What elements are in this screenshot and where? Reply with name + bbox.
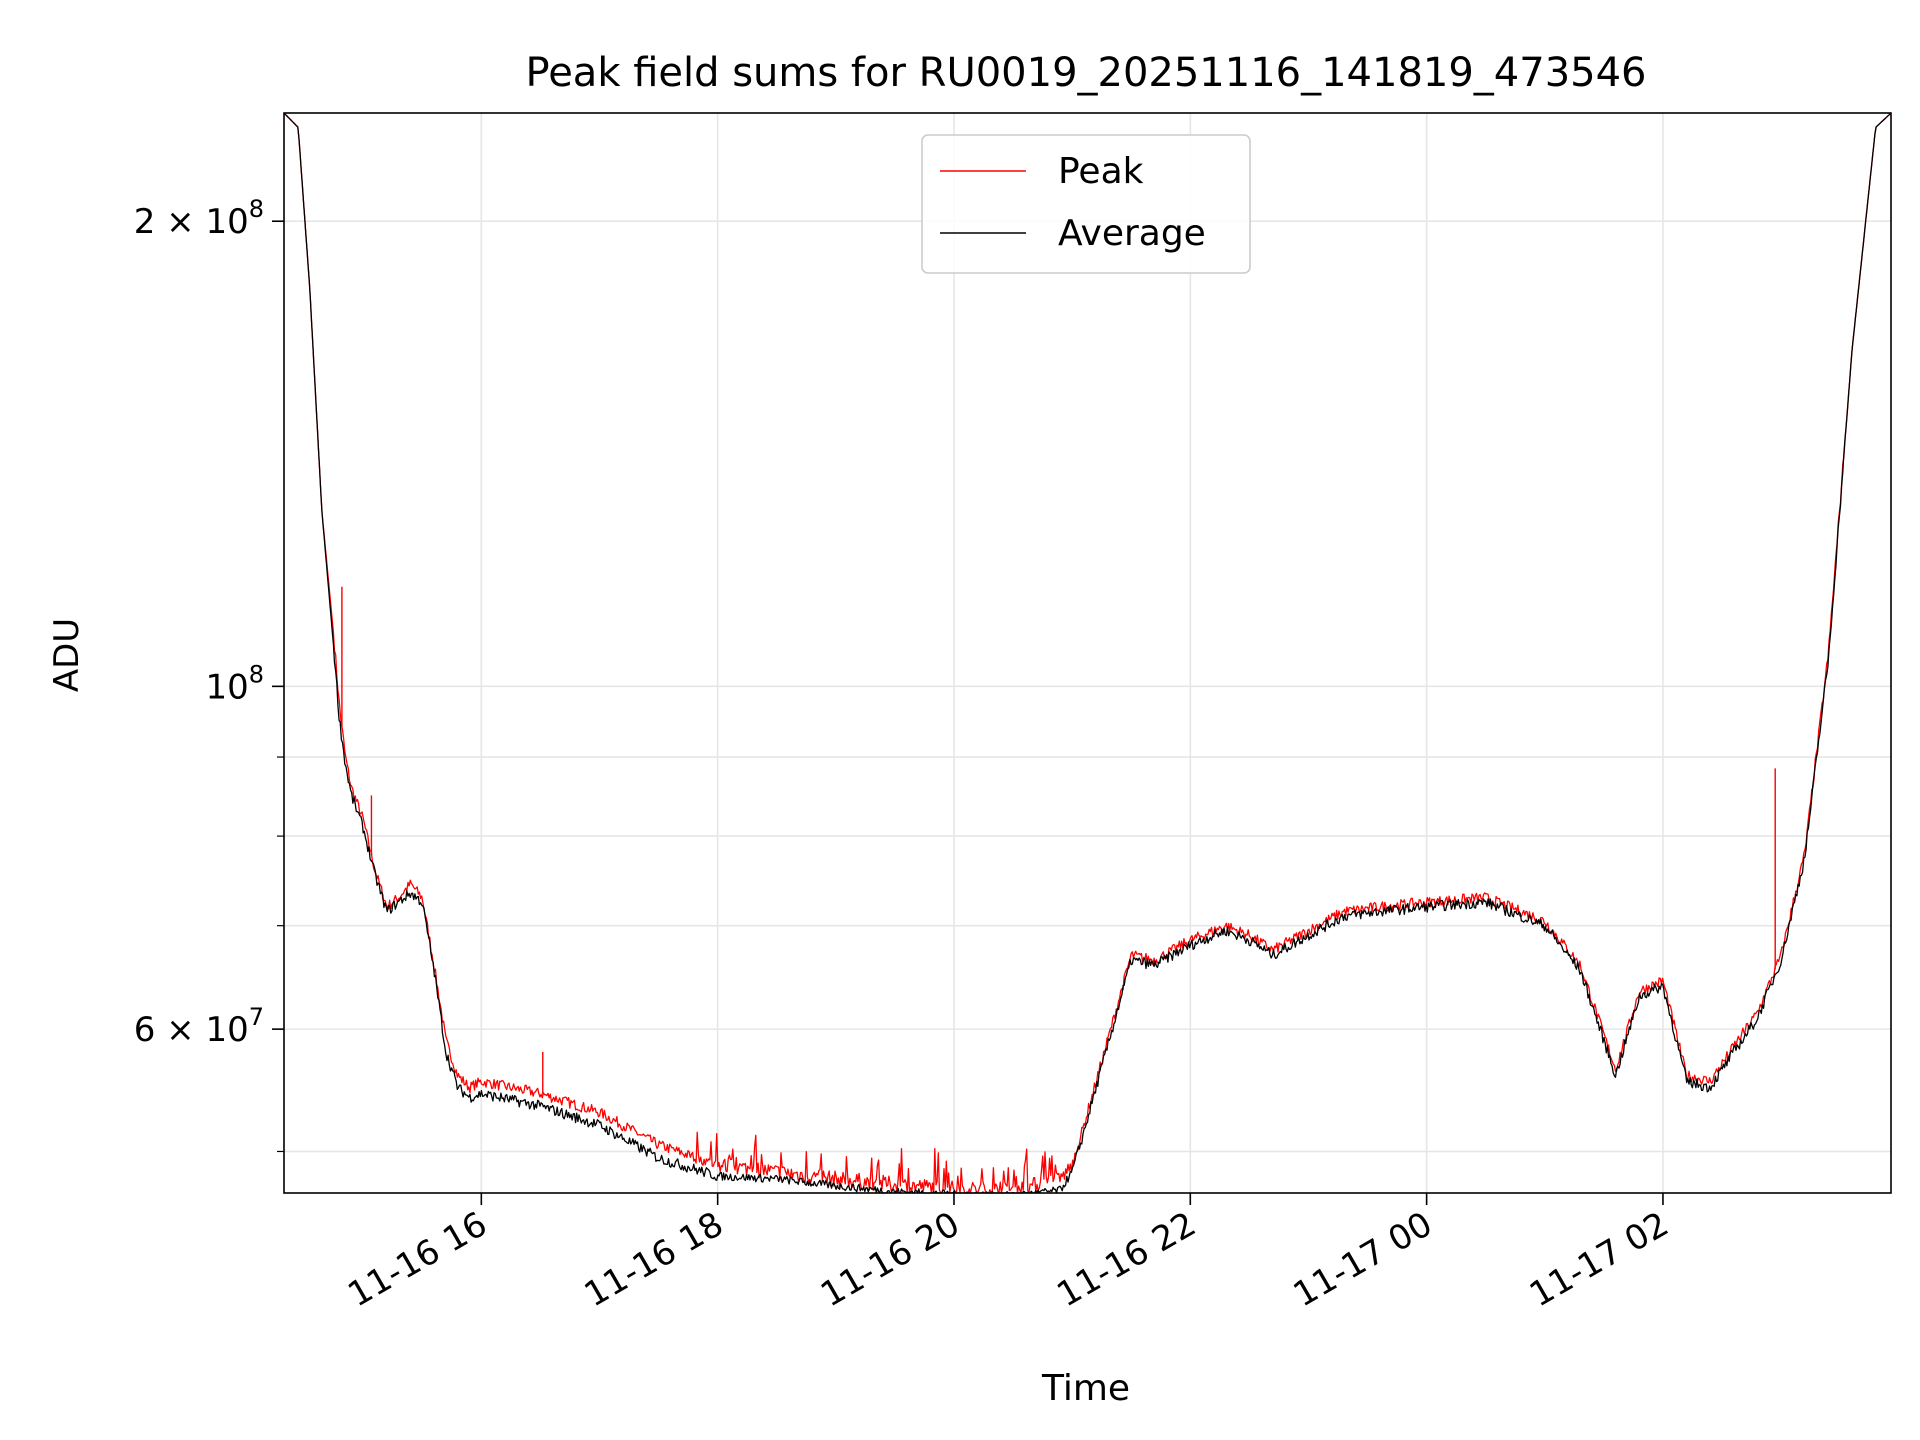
series-line-average [283, 112, 1892, 1194]
y-tick-label: 2 × 108 [134, 195, 264, 242]
series-line-peak [283, 112, 1892, 1194]
axes-frame [283, 112, 1892, 1194]
legend-label-peak: Peak [1058, 151, 1144, 192]
x-axis-label: Time [1041, 1368, 1130, 1409]
legend-label-average: Average [1058, 213, 1206, 254]
y-tick-label: 108 [205, 660, 264, 707]
series-layer [283, 112, 1892, 1194]
grid [284, 113, 1891, 1193]
chart-title: Peak field sums for RU0019_20251116_1418… [526, 50, 1647, 96]
y-axis-label: ADU [47, 618, 87, 692]
legend: Peak Average [921, 134, 1251, 274]
legend-box [921, 134, 1251, 274]
y-tick-label: 6 × 107 [134, 1003, 264, 1050]
